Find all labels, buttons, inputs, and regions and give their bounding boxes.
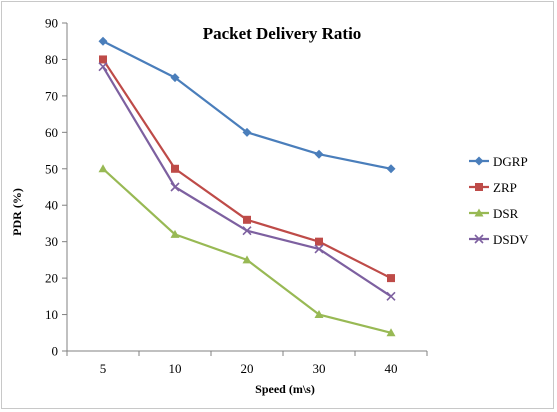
legend-marker-dgrp	[474, 156, 484, 166]
series-dsdv	[98, 62, 396, 301]
data-point-zrp	[315, 237, 323, 246]
data-point-dsr	[170, 229, 180, 238]
y-axis-title: PDR (%)	[10, 188, 24, 236]
data-point-dsdv	[242, 226, 252, 236]
x-tick-label: 30	[313, 361, 326, 376]
series-dgrp	[98, 36, 396, 174]
series-line-dgrp	[102, 40, 392, 170]
data-point-dsr	[386, 328, 396, 337]
y-tick-label: 10	[45, 307, 58, 322]
x-axis-title: Speed (m\s)	[255, 382, 315, 396]
y-tick-label: 20	[45, 271, 58, 286]
chart-title: Packet Delivery Ratio	[203, 24, 362, 43]
data-point-dgrp	[98, 36, 108, 46]
series-line-dsr	[102, 167, 392, 334]
x-tick-label: 40	[385, 361, 398, 376]
legend-label-zrp: ZRP	[493, 180, 517, 195]
legend-label-dgrp: DGRP	[493, 154, 528, 169]
data-point-dsr	[314, 310, 324, 319]
data-point-zrp	[387, 274, 395, 283]
data-point-zrp	[243, 215, 251, 224]
data-point-dgrp	[314, 149, 324, 159]
series-zrp	[99, 55, 395, 283]
y-tick-label: 50	[45, 161, 58, 176]
y-tick-label: 70	[45, 88, 58, 103]
x-tick-label: 20	[241, 361, 254, 376]
legend-item-dgrp: DGRP	[469, 154, 528, 169]
series-layer	[98, 36, 396, 337]
x-tick-label: 10	[169, 361, 182, 376]
x-tick-label: 5	[100, 361, 107, 376]
legend-label-dsdv: DSDV	[493, 232, 529, 247]
y-tick-label: 0	[52, 344, 59, 359]
y-tick-label: 90	[45, 16, 58, 31]
legend: DGRP ZRP DSR DSDV	[469, 154, 529, 247]
y-tick-label: 80	[45, 52, 58, 67]
data-point-dsr	[242, 255, 252, 264]
data-point-dsr	[98, 164, 108, 173]
legend-item-dsr: DSR	[469, 206, 519, 221]
data-point-dgrp	[386, 164, 396, 174]
data-point-dgrp	[170, 73, 180, 83]
data-point-zrp	[99, 55, 107, 64]
data-point-dgrp	[242, 127, 252, 137]
y-tick-label: 60	[45, 125, 58, 140]
data-point-dsdv	[98, 62, 108, 72]
axes: 0 10 20 30 40 50 60 70 80 90 5 10 20 30 40	[45, 16, 428, 376]
legend-marker-zrp	[475, 183, 483, 191]
series-line-zrp	[102, 58, 392, 280]
y-tick-label: 30	[45, 234, 58, 249]
data-point-dsdv	[170, 182, 180, 192]
data-point-dsdv	[314, 244, 324, 254]
y-tick-label: 40	[45, 198, 58, 213]
data-point-zrp	[171, 164, 179, 173]
series-dsr	[98, 164, 396, 337]
legend-item-dsdv: DSDV	[469, 232, 529, 247]
legend-marker-dsr	[474, 208, 484, 217]
legend-label-dsr: DSR	[493, 206, 519, 221]
data-point-dsdv	[386, 291, 396, 301]
legend-marker-dsdv	[474, 234, 484, 244]
legend-item-zrp: ZRP	[469, 180, 517, 195]
